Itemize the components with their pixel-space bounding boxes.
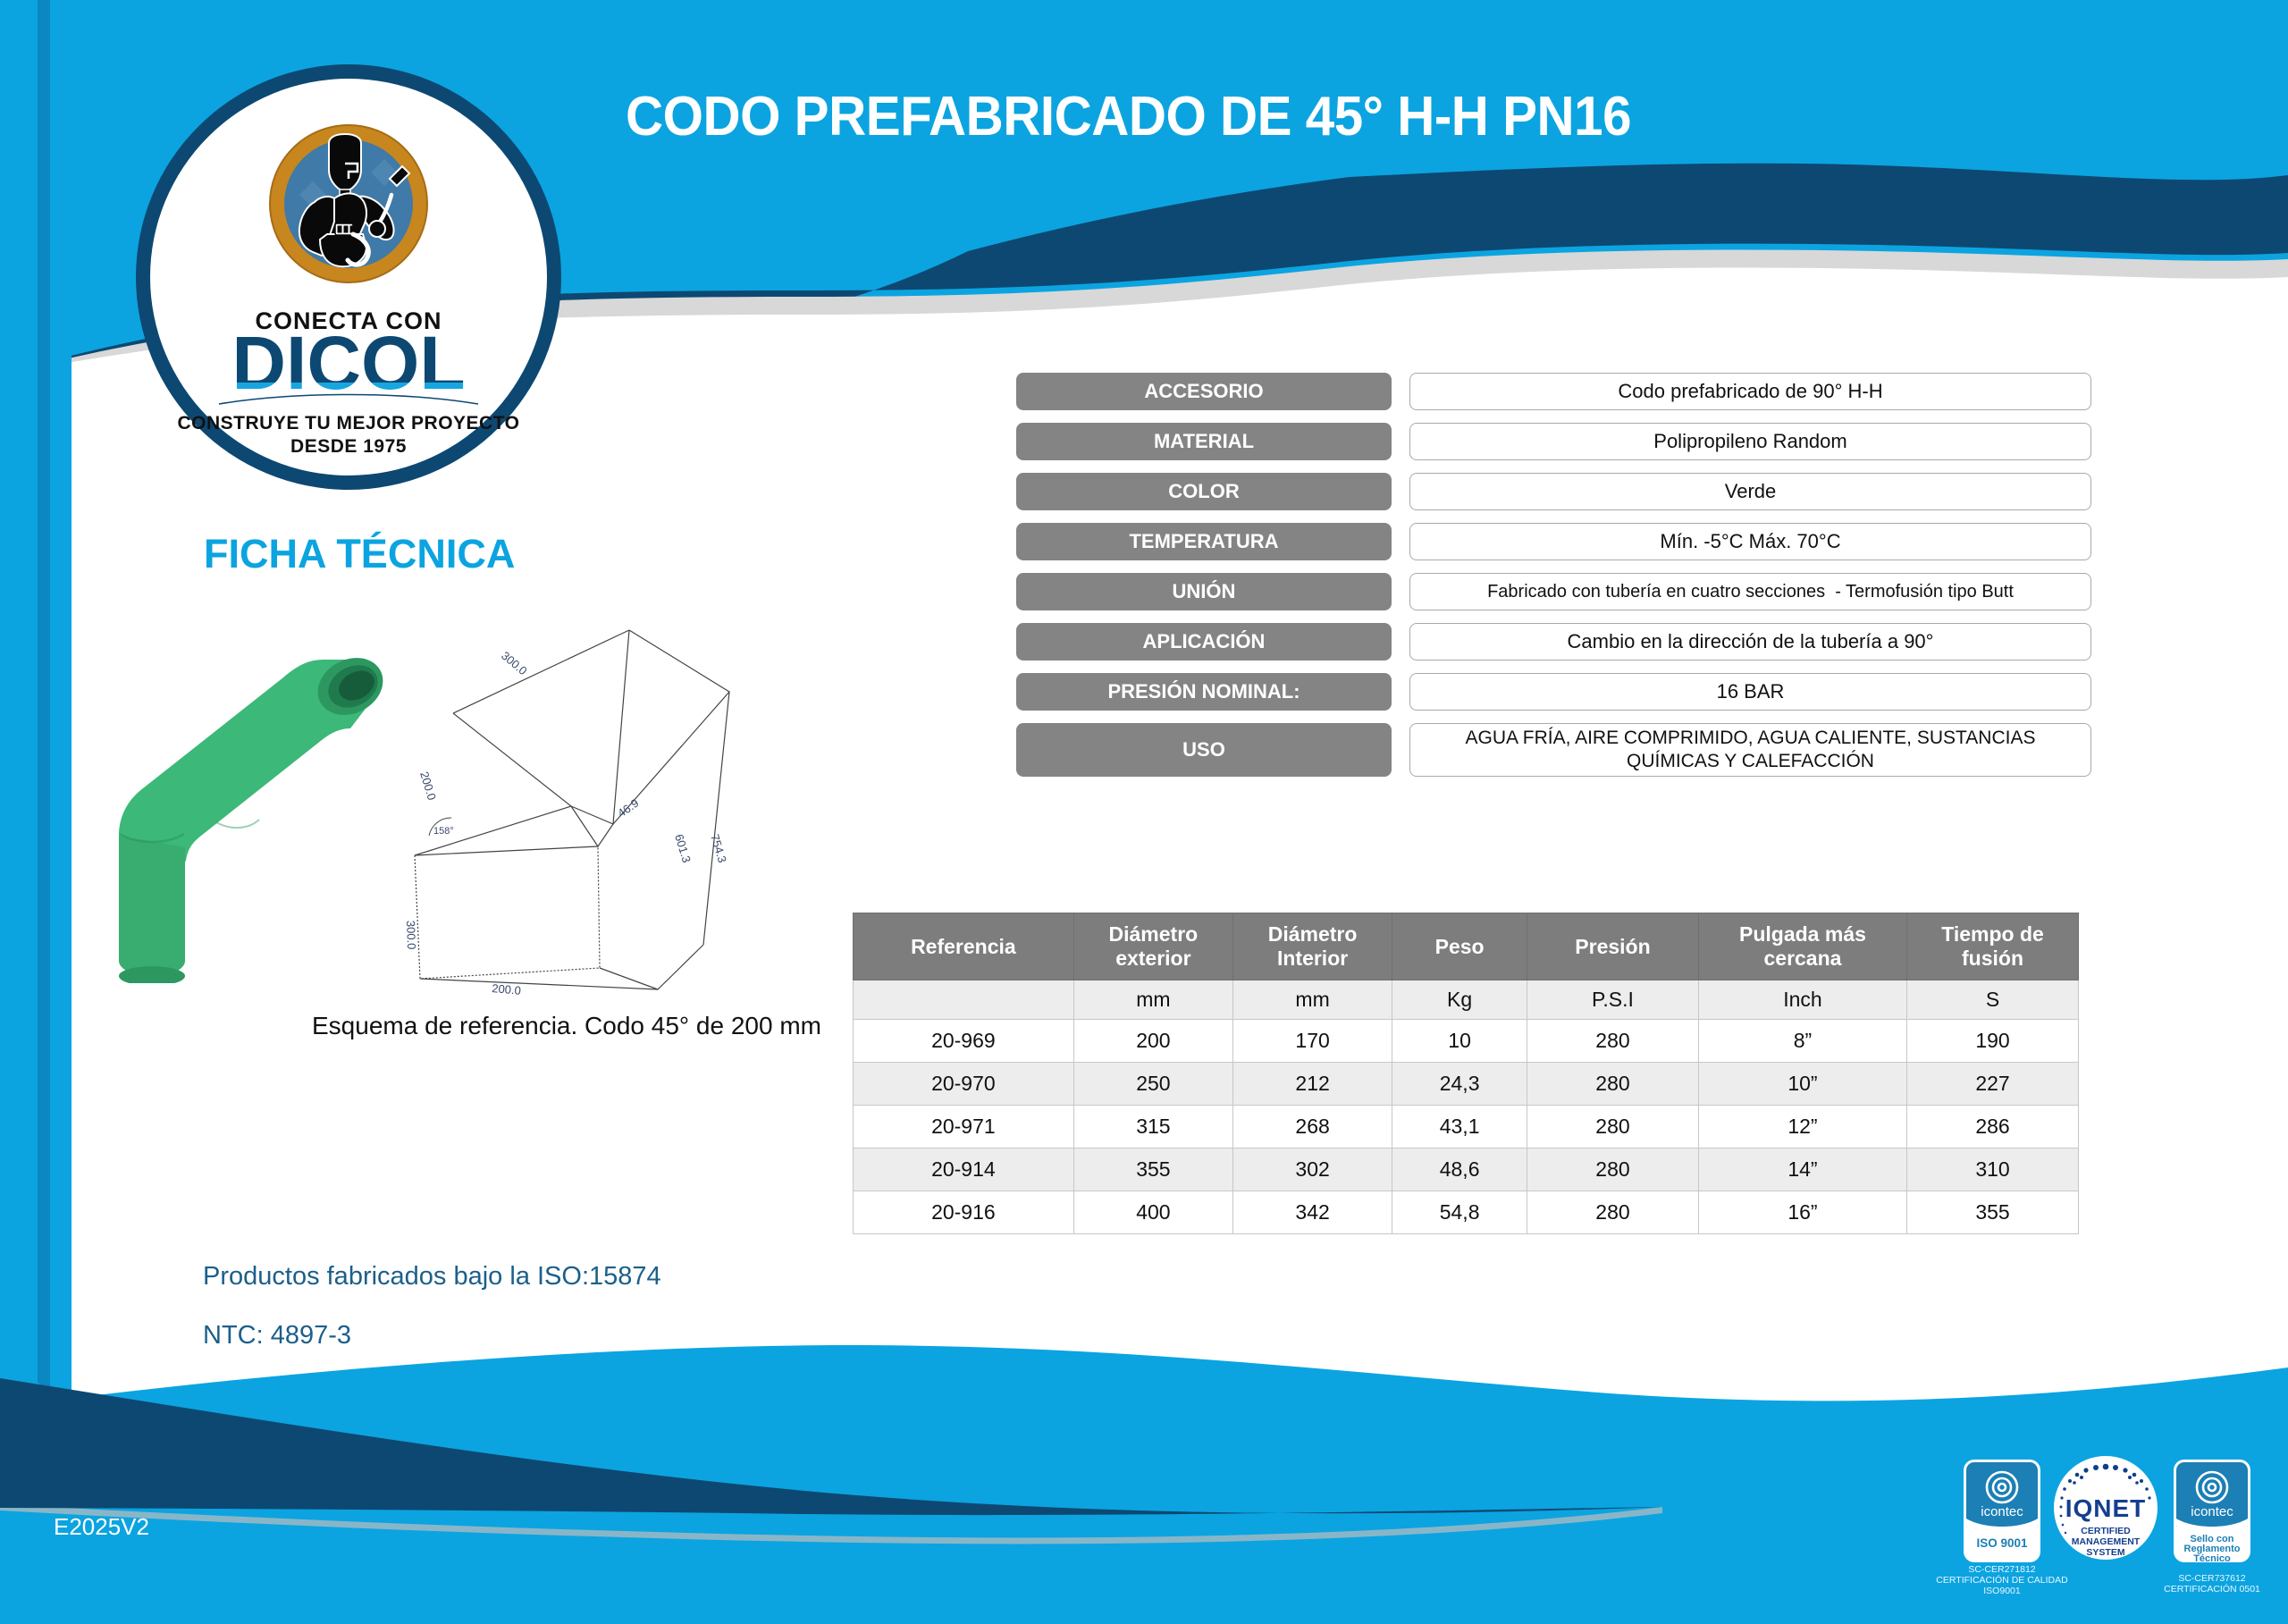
svg-text:Técnico: Técnico [2193,1553,2231,1564]
svg-text:CERTIFICACIÓN 0501: CERTIFICACIÓN 0501 [2164,1583,2260,1595]
svg-text:SC-CER737612: SC-CER737612 [2178,1573,2245,1584]
svg-text:601.3: 601.3 [672,832,694,864]
svg-text:300.0: 300.0 [404,921,418,950]
svg-text:754.3: 754.3 [708,832,729,864]
svg-text:SYSTEM: SYSTEM [2086,1547,2124,1558]
svg-text:ISO 9001: ISO 9001 [1976,1536,2028,1550]
svg-text:ISO9001: ISO9001 [1983,1586,2021,1596]
svg-text:SC-CER271812: SC-CER271812 [1968,1564,2035,1575]
svg-text:CERTIFICACIÓN DE CALIDAD: CERTIFICACIÓN DE CALIDAD [1936,1574,2068,1586]
svg-text:icontec: icontec [1981,1504,2023,1519]
svg-text:200.0: 200.0 [492,981,522,997]
svg-text:icontec: icontec [2191,1504,2233,1519]
svg-text:CERTIFIED: CERTIFIED [2081,1526,2131,1536]
svg-text:158°: 158° [433,826,454,837]
svg-text:CONECTA CON: CONECTA CON [256,307,442,334]
svg-text:300.0: 300.0 [499,649,530,677]
svg-text:46.9: 46.9 [615,796,641,820]
svg-text:CONSTRUYE TU MEJOR PROYECTO: CONSTRUYE TU MEJOR PROYECTO [178,413,520,433]
svg-text:200.0: 200.0 [417,770,439,802]
svg-text:IQNET: IQNET [2065,1494,2147,1522]
svg-text:DESDE 1975: DESDE 1975 [290,436,407,457]
svg-text:MANAGEMENT: MANAGEMENT [2072,1536,2141,1547]
